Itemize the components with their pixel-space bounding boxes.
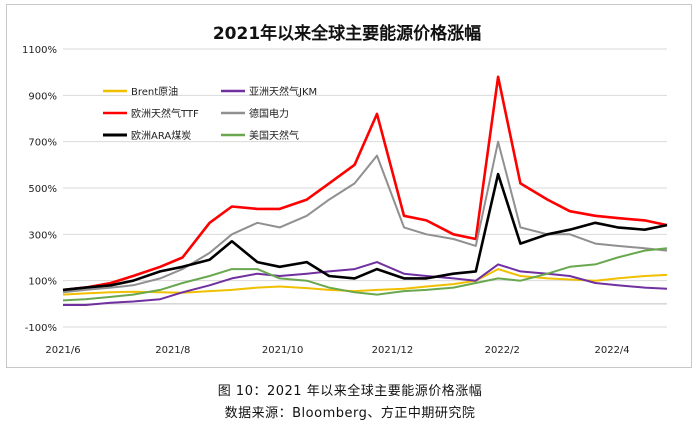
series-line-3 <box>62 140 668 294</box>
axis-layer: -100% 100% 300% 500% 700% 900% 1100% 2021/6 2021… <box>22 45 667 356</box>
legend-label: 欧洲ARA煤炭 <box>131 129 191 142</box>
x-tick-label: 2021/12 <box>372 345 414 356</box>
y-tick-label: 500% <box>28 184 57 195</box>
chart-title: 2021年以来全球主要能源价格涨幅 <box>213 23 481 44</box>
series-line-2 <box>62 75 668 292</box>
y-tick-label: -100% <box>25 323 57 334</box>
x-tick-label: 2021/10 <box>262 345 304 356</box>
y-tick-label: 700% <box>28 138 57 149</box>
series-layer <box>62 75 668 306</box>
chart-frame: 2021年以来全球主要能源价格涨幅 -100% 100% 300% 500% 700% 9… <box>6 4 692 368</box>
legend-label: 德国电力 <box>249 107 289 120</box>
x-tick-label: 2022/4 <box>594 345 629 356</box>
x-tick-label: 2022/2 <box>485 345 520 356</box>
legend-label: Brent原油 <box>131 85 178 98</box>
y-tick-label: 1100% <box>22 45 57 56</box>
y-tick-label: 100% <box>28 277 57 288</box>
figure-caption: 图 10：2021 年以来全球主要能源价格涨幅 <box>217 384 483 399</box>
source-caption: 数据来源：Bloomberg、方正中期研究院 <box>224 406 476 421</box>
legend-label: 欧洲天然气TTF <box>131 107 199 120</box>
chart-svg: 2021年以来全球主要能源价格涨幅 -100% 100% 300% 500% 700% 9… <box>22 23 668 356</box>
series-line-5 <box>62 247 668 302</box>
series-line-1 <box>63 261 668 306</box>
x-tick-label: 2021/8 <box>155 345 190 356</box>
legend-label: 美国天然气 <box>249 129 299 142</box>
y-tick-label: 300% <box>28 230 57 241</box>
y-tick-label: 900% <box>28 91 57 102</box>
x-tick-label: 2021/6 <box>45 345 80 356</box>
series-line-4 <box>62 172 668 292</box>
legend-label: 亚洲天然气JKM <box>249 85 317 98</box>
series-line-0 <box>62 268 668 296</box>
